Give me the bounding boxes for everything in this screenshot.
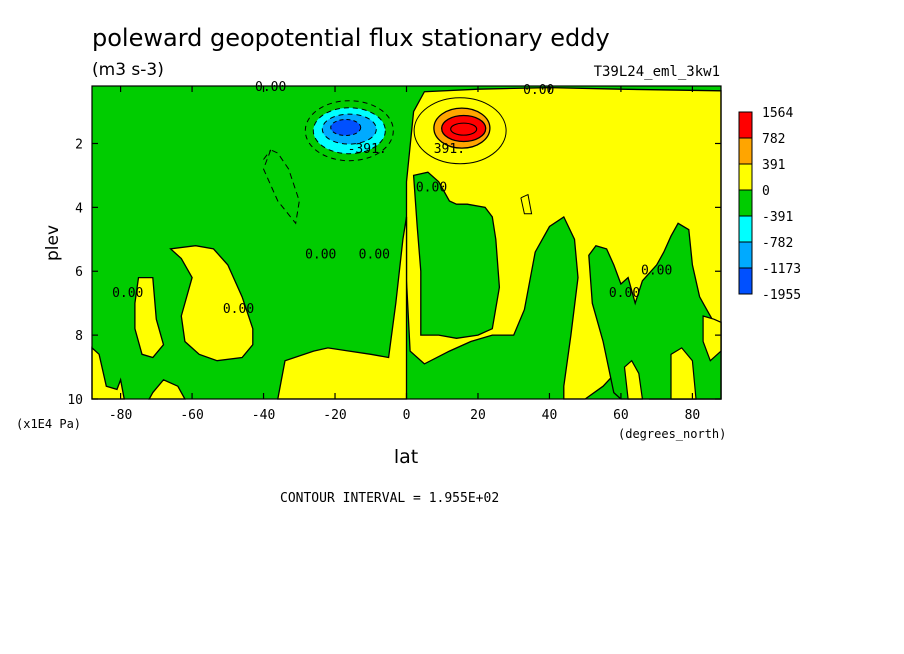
x-tick-label--60: -60 [180, 408, 203, 423]
colorbar-box-3 [738, 189, 753, 217]
contour-label-5: 0.00 [305, 247, 336, 262]
colorbar-label-6: -1173 [762, 262, 801, 277]
contour-label-3: 391. [434, 142, 465, 157]
x-tick-label--20: -20 [323, 408, 346, 423]
y-ticks: 2 4 6 8 10 [67, 137, 721, 408]
colorbar-box-1 [738, 137, 753, 165]
chart-title: poleward geopotential flux stationary ed… [92, 24, 610, 52]
colorbar-box-5 [738, 241, 753, 269]
negative-dashed-contour-sh [262, 149, 300, 225]
x-tick-label--80: -80 [109, 408, 132, 423]
contour-labels: 0.00 0.00-391. 391.0.000.00 0.000.000.000.0… [112, 80, 672, 317]
colorbar-label-5: -782 [762, 236, 793, 251]
x-tick-label--40: -40 [252, 408, 275, 423]
positive-core-1564 [441, 114, 487, 143]
positive-region-sh-low [148, 379, 187, 400]
colorbar-legend: 1564 782 391 0 -391 -782 -1173 -1955 [738, 106, 801, 303]
contour-label-6: 0.00 [359, 247, 390, 262]
contour-field [91, 86, 722, 400]
contour-label-8: 0.00 [223, 302, 254, 317]
negative-core-1955 [330, 119, 362, 137]
y-tick-label-2: 2 [75, 137, 83, 152]
x-tick-label-40: 40 [542, 408, 558, 423]
x-axis-units: (degrees_north) [618, 427, 726, 441]
colorbar-label-2: 391 [762, 158, 785, 173]
negative-dashed-contour-sh-b [263, 149, 272, 160]
y-tick-label-8: 8 [75, 329, 83, 344]
colorbar-label-0: 1564 [762, 106, 793, 121]
contour-label-9: 0.00 [609, 286, 640, 301]
colorbar-box-0 [738, 111, 753, 139]
contour-loop-nh [520, 193, 533, 215]
x-axis-label: lat [394, 446, 418, 468]
colorbar-label-3: 0 [762, 184, 770, 199]
y-tick-label-6: 6 [75, 265, 83, 280]
x-ticks: -80 -60 -40 -20 0 20 40 60 80 [109, 86, 700, 423]
colorbar-label-7: -1955 [762, 288, 801, 303]
chart-units: (m3 s-3) [92, 60, 164, 80]
positive-core-inner [450, 122, 478, 136]
contour-label-7: 0.00 [112, 286, 143, 301]
colorbar-box-6 [738, 267, 753, 295]
y-axis-label: plev [43, 225, 63, 261]
contour-interval: CONTOUR INTERVAL = 1.955E+02 [280, 491, 499, 506]
x-tick-label-60: 60 [613, 408, 629, 423]
negative-island-equator [412, 171, 501, 339]
x-tick-label-80: 80 [685, 408, 701, 423]
colorbar-box-4 [738, 215, 753, 243]
positive-region-sh-mid [169, 245, 254, 362]
contour-label-4: 0.00 [416, 180, 447, 195]
colorbar-label-4: -391 [762, 210, 793, 225]
colorbar-label-1: 782 [762, 132, 785, 147]
contour-label-0: 0.00 [255, 80, 286, 95]
negative-contour-391 [304, 100, 394, 162]
positive-region-sh-strip [134, 276, 165, 359]
positive-region-center [277, 216, 408, 400]
positive-contour-391 [413, 97, 507, 165]
x-tick-label-20: 20 [470, 408, 486, 423]
contour-label-1: 0.00 [523, 83, 554, 98]
contour-label-10: 0.00 [641, 263, 672, 278]
run-id: T39L24_eml_3kw1 [594, 64, 720, 80]
colorbar-box-2 [738, 163, 753, 191]
y-tick-label-4: 4 [75, 201, 83, 216]
y-axis-units: (x1E4 Pa) [16, 417, 81, 431]
contour-label-2: -391. [348, 142, 387, 157]
y-tick-label-10: 10 [67, 393, 83, 408]
x-tick-label-0: 0 [403, 408, 411, 423]
